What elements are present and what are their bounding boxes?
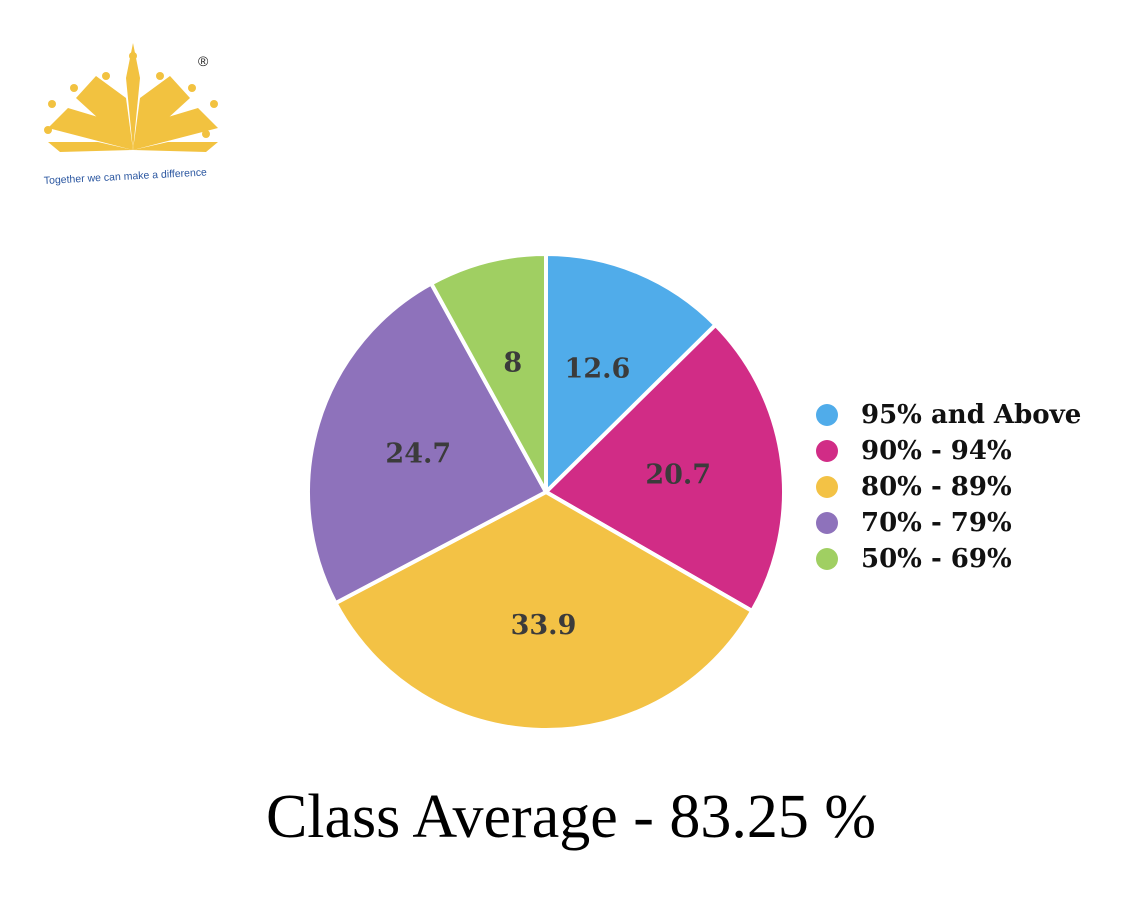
- pie-slice-2: [544, 322, 786, 613]
- pie-slice-3: [333, 490, 755, 732]
- pie-data-label: 8: [503, 347, 522, 378]
- legend-marker: [816, 476, 838, 498]
- sunburst-icon: [44, 43, 218, 152]
- registered-mark: ®: [198, 53, 209, 69]
- legend-label: 80% - 89%: [861, 472, 1012, 502]
- pie-slice-1: [544, 252, 718, 494]
- legend-label: 70% - 79%: [861, 508, 1012, 538]
- legend-marker: [816, 548, 838, 570]
- legend: 95% and Above 90% - 94% 80% - 89% 70% - 79%…: [816, 400, 1081, 574]
- pie-slice-4: [306, 281, 548, 606]
- legend-label: 50% - 69%: [861, 544, 1012, 574]
- class-average: Class Average - 83.25 %: [265, 783, 877, 851]
- logo-tagline: Together we can make a difference: [44, 166, 208, 187]
- legend-marker: [816, 440, 838, 462]
- pie-chart: 12.6 20.7 33.9 24.7 8 95% and Above 90% - 94%…: [306, 252, 1081, 732]
- pie-data-label: 12.6: [565, 354, 631, 385]
- pie-data-label: 24.7: [385, 438, 451, 469]
- legend-marker: [816, 512, 838, 534]
- legend-marker: [816, 404, 838, 426]
- pie-data-label: 33.9: [511, 610, 577, 641]
- logo: ® Together we can make a difference: [44, 43, 218, 187]
- pie-slice-5: [429, 252, 548, 494]
- legend-label: 90% - 94%: [861, 436, 1012, 466]
- pie-slices: [306, 252, 786, 732]
- pie-data-label: 20.7: [645, 460, 711, 491]
- legend-label: 95% and Above: [861, 400, 1081, 430]
- pie-data-labels: 12.6 20.7 33.9 24.7 8: [385, 347, 711, 640]
